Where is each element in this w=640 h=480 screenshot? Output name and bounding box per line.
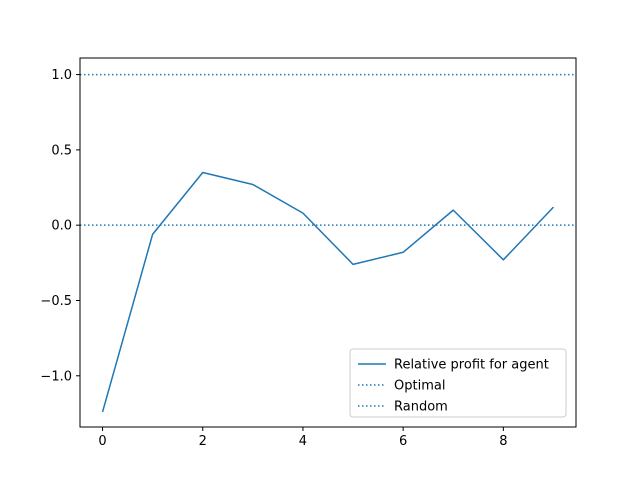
x-tick-label: 4 <box>299 434 307 449</box>
x-tick-label: 6 <box>399 434 407 449</box>
legend-label: Random <box>394 400 448 415</box>
x-axis: 0 2 4 6 8 <box>98 427 507 449</box>
legend-box <box>349 348 567 418</box>
y-axis: −1.0 −0.5 0.0 0.5 1.0 <box>40 68 80 384</box>
y-tick-label: 0.5 <box>51 143 72 158</box>
y-tick-label: 0.0 <box>51 219 72 234</box>
legend-label: Relative profit for agent <box>394 358 549 373</box>
x-tick-label: 0 <box>98 434 106 449</box>
series-line-relative-profit <box>101 171 554 413</box>
chart-marks <box>80 73 576 413</box>
y-tick-label: 1.0 <box>51 68 72 83</box>
y-tick-label: −0.5 <box>40 294 72 309</box>
x-tick-label: 2 <box>199 434 207 449</box>
plot-frame <box>79 57 577 428</box>
y-tick-label: −1.0 <box>40 369 72 384</box>
legend-label: Optimal <box>394 379 445 394</box>
x-tick-label: 8 <box>499 434 507 449</box>
legend: Relative profit for agent Optimal Random <box>349 348 567 418</box>
